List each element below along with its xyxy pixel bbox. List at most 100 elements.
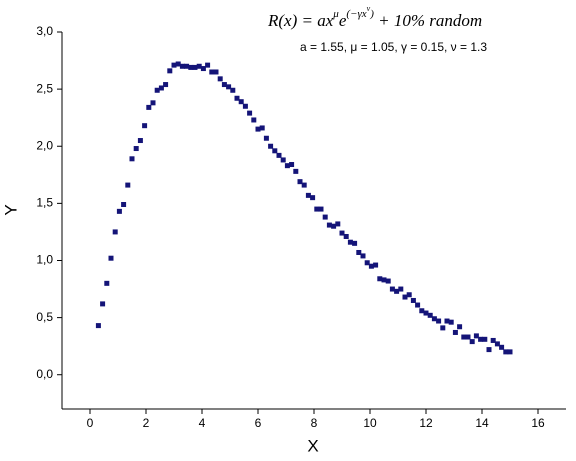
x-tick-label: 0 xyxy=(87,416,94,430)
y-tick-label: 1,5 xyxy=(36,196,53,210)
data-point xyxy=(289,162,295,168)
data-point xyxy=(398,286,404,292)
data-point xyxy=(238,99,244,105)
y-tick-label: 2,5 xyxy=(36,81,53,95)
data-point xyxy=(259,125,265,131)
data-point xyxy=(448,319,454,325)
data-point xyxy=(373,262,379,268)
formula: R(x) = axμe(−γxν) + 10% random xyxy=(267,4,482,30)
data-point xyxy=(242,103,248,109)
data-point xyxy=(452,329,458,335)
data-point xyxy=(406,292,412,298)
data-point xyxy=(184,63,190,69)
y-axis-label: Y xyxy=(1,204,20,215)
data-point xyxy=(347,239,353,245)
data-point xyxy=(125,182,131,188)
data-point xyxy=(478,336,484,342)
data-point xyxy=(318,206,324,212)
data-point xyxy=(213,69,219,75)
data-point xyxy=(163,82,169,88)
data-point xyxy=(507,349,513,355)
data-point xyxy=(356,249,362,255)
data-point xyxy=(457,324,463,330)
data-point xyxy=(402,294,408,300)
x-axis-label: X xyxy=(307,436,318,455)
data-point xyxy=(192,64,198,70)
data-point xyxy=(247,110,253,116)
x-tick-label: 16 xyxy=(531,416,545,430)
y-tick-label: 0,0 xyxy=(36,367,53,381)
data-point xyxy=(100,301,106,307)
data-point xyxy=(314,206,320,212)
formula-part: e xyxy=(339,11,347,30)
data-point xyxy=(440,325,446,331)
y-tick-label: 0,5 xyxy=(36,310,53,324)
data-point xyxy=(251,117,257,123)
data-point xyxy=(469,339,475,345)
data-point xyxy=(322,214,328,220)
data-point xyxy=(158,85,164,91)
data-point xyxy=(431,316,437,322)
formula-part: ν xyxy=(367,4,371,13)
data-point xyxy=(108,255,114,261)
x-tick-label: 4 xyxy=(199,416,206,430)
data-point xyxy=(343,233,349,239)
data-point xyxy=(436,318,442,324)
data-point xyxy=(297,179,303,185)
data-point xyxy=(276,152,282,158)
data-point xyxy=(389,286,395,292)
data-point xyxy=(293,168,299,174)
data-point xyxy=(272,148,278,154)
formula-part: R(x) = ax xyxy=(267,11,334,30)
formula-part: (−γx xyxy=(346,8,366,20)
x-tick-label: 10 xyxy=(363,416,377,430)
parameters: a = 1.55, μ = 1.05, γ = 0.15, ν = 1.3 xyxy=(300,40,487,54)
data-point xyxy=(179,63,185,69)
data-point xyxy=(196,63,202,69)
data-point xyxy=(112,229,118,235)
data-point xyxy=(473,333,479,339)
data-point xyxy=(284,163,290,169)
data-point xyxy=(188,64,194,70)
data-point xyxy=(415,302,421,308)
data-point xyxy=(95,323,101,329)
data-point xyxy=(154,87,160,93)
y-tick-label: 3,0 xyxy=(36,24,53,38)
data-point xyxy=(175,61,181,67)
data-point xyxy=(263,135,269,141)
data-point xyxy=(137,138,143,144)
data-point xyxy=(230,87,236,93)
data-point xyxy=(444,318,450,324)
formula-part: + 10% random xyxy=(374,11,482,30)
data-point xyxy=(146,104,152,110)
data-point xyxy=(419,308,425,314)
data-point xyxy=(394,288,400,294)
data-point xyxy=(209,69,215,75)
data-point xyxy=(423,310,429,316)
data-point xyxy=(221,82,227,88)
data-point xyxy=(465,334,471,340)
data-point xyxy=(142,123,148,129)
data-point xyxy=(310,195,316,201)
data-point xyxy=(326,222,332,228)
x-tick-label: 12 xyxy=(419,416,433,430)
x-tick-label: 2 xyxy=(143,416,150,430)
data-point xyxy=(331,223,337,229)
data-point xyxy=(427,312,433,318)
data-point xyxy=(171,62,177,68)
data-point xyxy=(305,192,311,198)
formula-part: μ xyxy=(332,8,339,20)
data-point xyxy=(364,260,370,266)
data-point xyxy=(352,240,358,246)
data-point xyxy=(234,95,240,101)
data-point xyxy=(499,344,505,350)
data-point xyxy=(226,84,232,90)
data-point xyxy=(482,336,488,342)
data-point xyxy=(385,278,391,284)
data-point xyxy=(217,76,223,82)
data-point xyxy=(205,62,211,68)
data-point xyxy=(335,221,341,227)
data-point xyxy=(494,341,500,347)
data-point xyxy=(486,347,492,353)
